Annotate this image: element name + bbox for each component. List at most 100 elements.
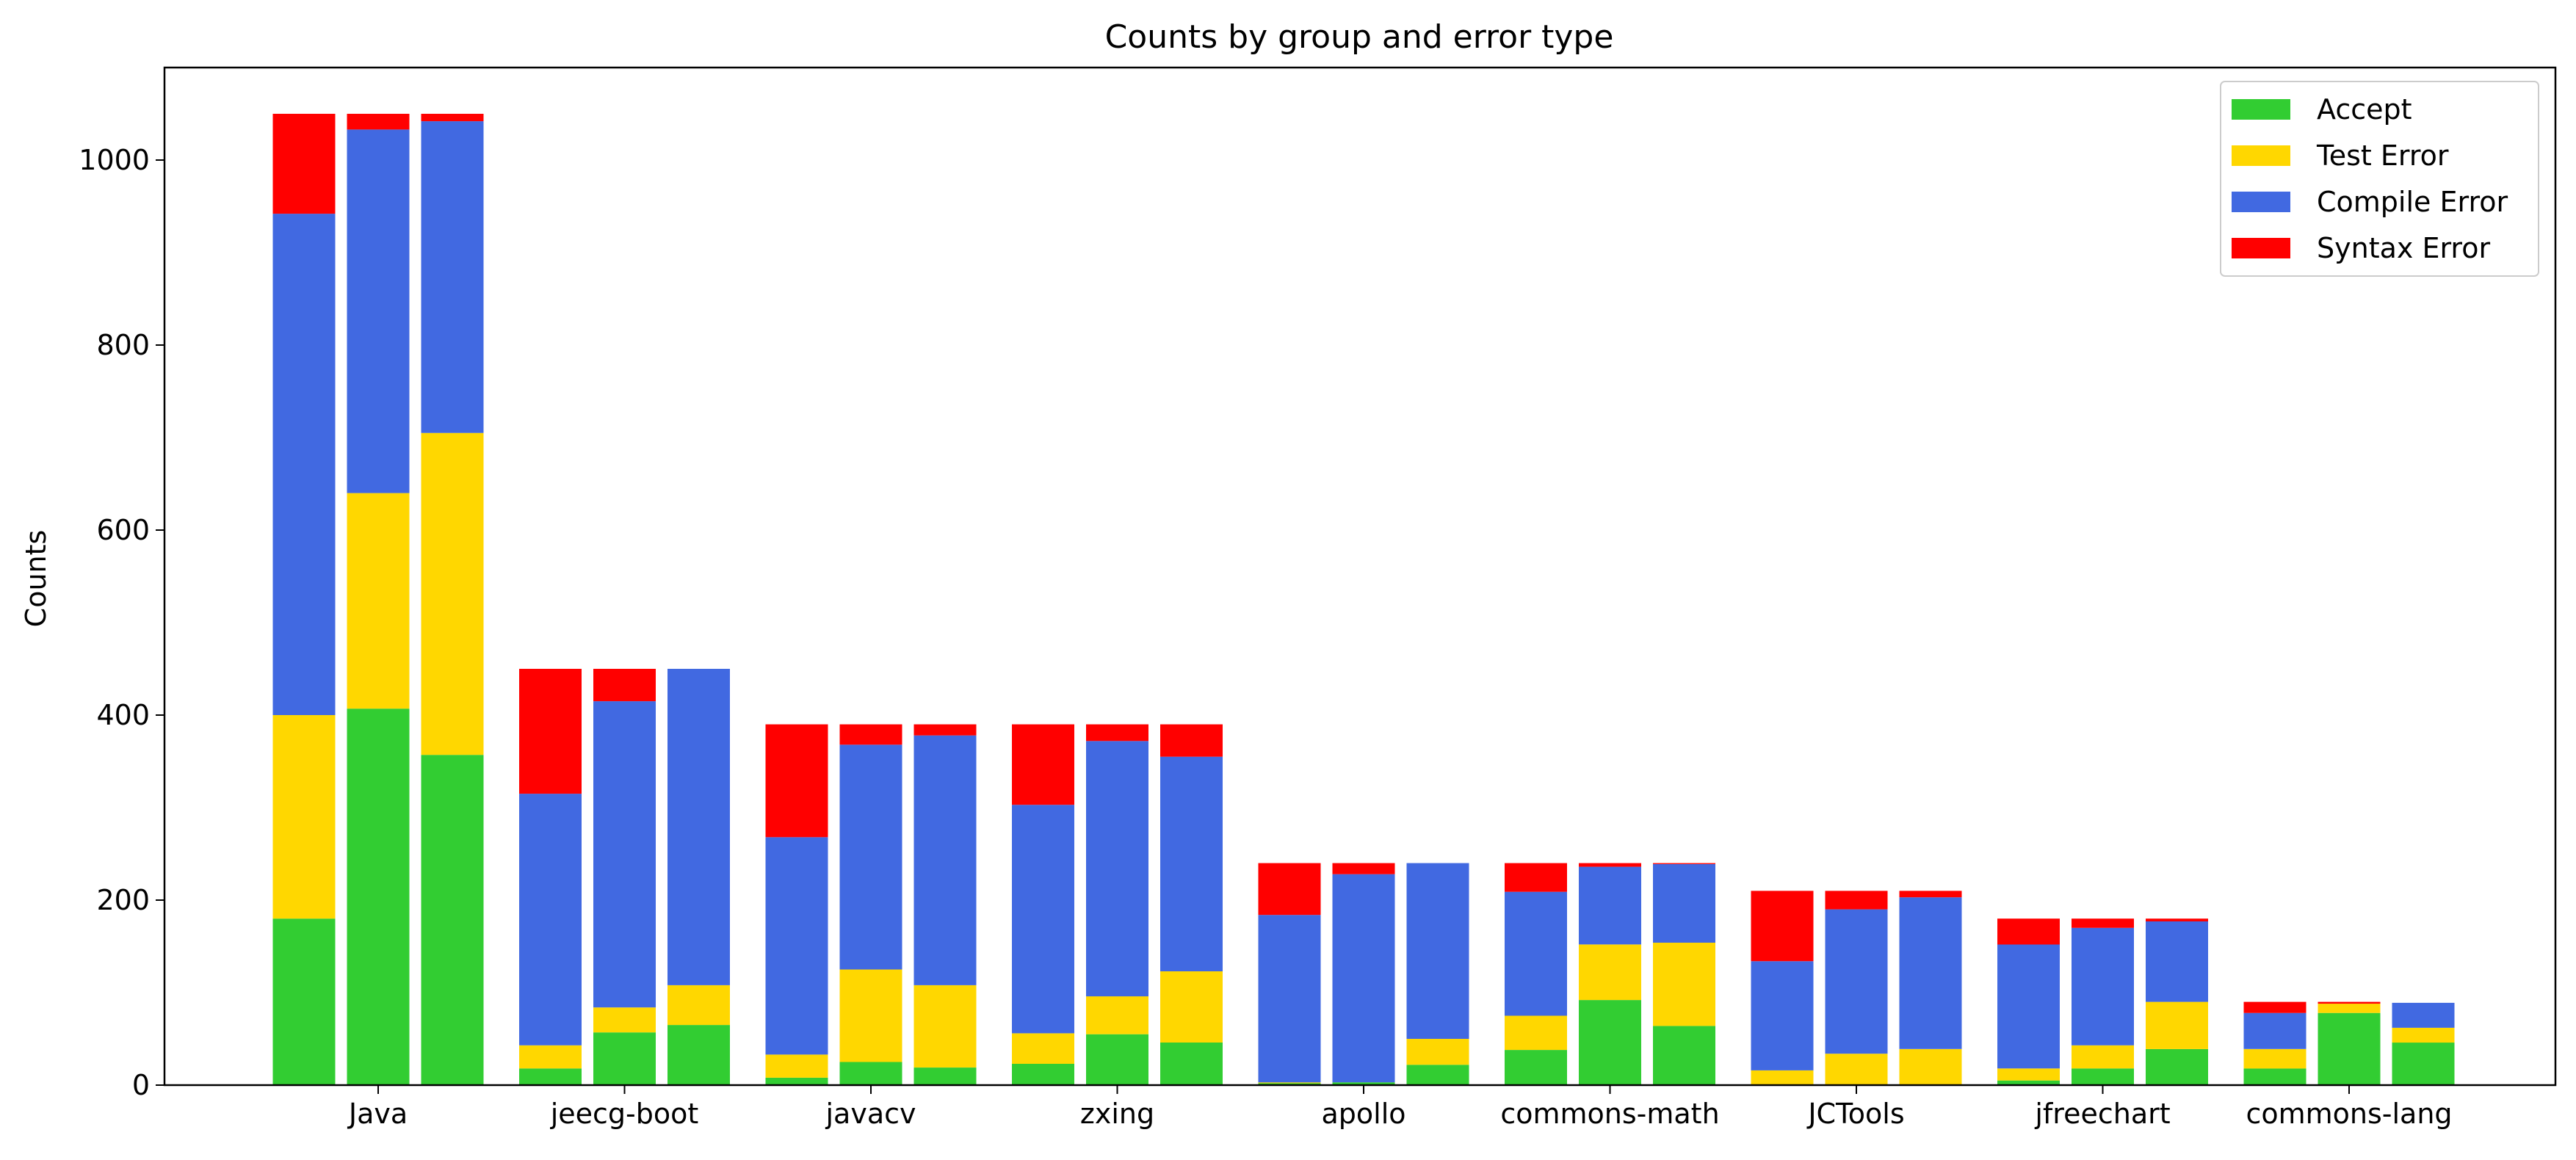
bar-segment-compile-error	[1406, 863, 1469, 1039]
bar-segment-accept	[839, 1062, 902, 1085]
bar-segment-test-error	[1258, 1082, 1321, 1084]
bar-segment-accept	[1332, 1082, 1395, 1085]
bar-segment-test-error	[1751, 1070, 1814, 1085]
bar-segment-test-error	[2318, 1004, 2381, 1013]
bar-segment-accept	[272, 918, 336, 1085]
plot-frame	[163, 66, 2557, 1087]
bar-segment-test-error	[1505, 1015, 1567, 1051]
bar-segment-accept	[2243, 1068, 2307, 1085]
bar-segment-syntax-error	[1258, 863, 1321, 916]
chart-title: Counts by group and error type	[1105, 18, 1614, 56]
legend-swatch	[2232, 192, 2290, 212]
bar-segment-syntax-error	[272, 114, 336, 214]
y-tick-label: 0	[132, 1069, 150, 1101]
x-tick-label: jfreechart	[2034, 1098, 2170, 1130]
bar-segment-syntax-error	[1899, 891, 1962, 898]
bar-segment-accept	[1086, 1034, 1148, 1085]
bar-segment-compile-error	[1579, 866, 1641, 945]
bar-segment-syntax-error	[765, 724, 828, 838]
bar-segment-compile-error	[1899, 897, 1962, 1049]
bar-segment-test-error	[272, 715, 336, 919]
bar-segment-test-error	[347, 493, 410, 709]
x-tick-label: Java	[347, 1098, 408, 1130]
axes-layer: 0 200 400 600 800 1000 Java jeecg-boot javacv zxi…	[79, 66, 2557, 1130]
bar-segment-compile-error	[1653, 863, 1715, 943]
x-tick-label: jeecg-boot	[550, 1098, 699, 1130]
x-tick-label: commons-math	[1500, 1098, 1719, 1130]
bar-segment-compile-error	[593, 701, 656, 1008]
bar-segment-compile-error	[1825, 909, 1888, 1054]
bar-segment-compile-error	[839, 744, 902, 970]
bar-segment-test-error	[765, 1054, 828, 1078]
bar-segment-test-error	[2146, 1001, 2208, 1049]
bar-segment-compile-error	[421, 121, 484, 433]
bar-segment-syntax-error	[421, 114, 484, 122]
bar-segment-compile-error	[1997, 944, 2060, 1069]
bar-segment-compile-error	[1012, 805, 1074, 1034]
bar-segment-compile-error	[667, 669, 730, 985]
legend-label: Compile Error	[2317, 186, 2508, 218]
legend-label: Syntax Error	[2317, 232, 2490, 264]
bar-segment-test-error	[1899, 1048, 1962, 1085]
bar-segment-syntax-error	[1332, 863, 1395, 874]
bar-segment-accept	[913, 1067, 977, 1085]
bar-segment-compile-error	[2392, 1002, 2455, 1028]
bar-segment-test-error	[1997, 1068, 2060, 1081]
bar-segment-compile-error	[2243, 1012, 2307, 1049]
bar-segment-accept	[667, 1025, 730, 1085]
y-tick-label: 400	[96, 699, 150, 731]
bar-segment-test-error	[667, 985, 730, 1026]
bar-segment-syntax-error	[1751, 891, 1814, 962]
bar-segment-compile-error	[1258, 915, 1321, 1083]
y-axis-label: Counts	[20, 530, 52, 628]
legend-swatch	[2232, 238, 2290, 258]
bar-segment-accept	[1160, 1043, 1223, 1085]
bar-segment-accept	[421, 755, 484, 1085]
bar-segment-compile-error	[347, 129, 410, 493]
bar-segment-accept	[1653, 1026, 1715, 1085]
bar-segment-test-error	[1825, 1054, 1888, 1085]
bar-segment-test-error	[593, 1007, 656, 1033]
bar-segment-compile-error	[272, 214, 336, 716]
legend-swatch	[2232, 99, 2290, 120]
legend-box	[2220, 81, 2539, 277]
bar-segment-accept	[1505, 1050, 1567, 1085]
bar-segment-syntax-error	[593, 669, 656, 702]
x-tick-label: JCTools	[1806, 1098, 1904, 1130]
bar-segment-syntax-error	[2243, 1001, 2307, 1013]
bar-segment-syntax-error	[1160, 724, 1223, 757]
legend-label: Test Error	[2316, 139, 2449, 172]
bar-segment-test-error	[1160, 971, 1223, 1043]
bar-segment-accept	[519, 1068, 582, 1085]
bar-segment-test-error	[913, 985, 977, 1067]
x-tick-label: commons-lang	[2246, 1098, 2452, 1130]
bar-segment-accept	[1012, 1064, 1074, 1085]
bar-segment-syntax-error	[1653, 863, 1715, 864]
bar-segment-test-error	[2243, 1048, 2307, 1069]
bar-segment-syntax-error	[1505, 863, 1567, 892]
bar-segment-accept	[1579, 1000, 1641, 1085]
bar-segment-compile-error	[2072, 927, 2134, 1045]
bar-segment-test-error	[1086, 996, 1148, 1034]
bars-layer	[272, 114, 2455, 1085]
bar-segment-accept	[765, 1077, 828, 1085]
bar-segment-accept	[347, 708, 410, 1085]
bar-segment-syntax-error	[1012, 724, 1074, 805]
bar-segment-test-error	[2392, 1027, 2455, 1043]
x-tick-label: apollo	[1321, 1098, 1405, 1130]
bar-segment-compile-error	[1160, 756, 1223, 971]
bar-segment-syntax-error	[519, 669, 582, 794]
bar-segment-test-error	[1579, 944, 1641, 1001]
bar-segment-compile-error	[2146, 921, 2208, 1002]
bar-segment-accept	[2146, 1048, 2208, 1085]
bar-segment-compile-error	[1505, 891, 1567, 1016]
bar-segment-compile-error	[765, 837, 828, 1055]
y-tick-label: 600	[96, 514, 150, 546]
bar-segment-accept	[1997, 1080, 2060, 1085]
bar-segment-compile-error	[913, 735, 977, 985]
bar-segment-syntax-error	[1825, 891, 1888, 910]
bar-segment-test-error	[1406, 1039, 1469, 1065]
bar-segment-compile-error	[1332, 874, 1395, 1083]
bar-segment-syntax-error	[1997, 918, 2060, 945]
